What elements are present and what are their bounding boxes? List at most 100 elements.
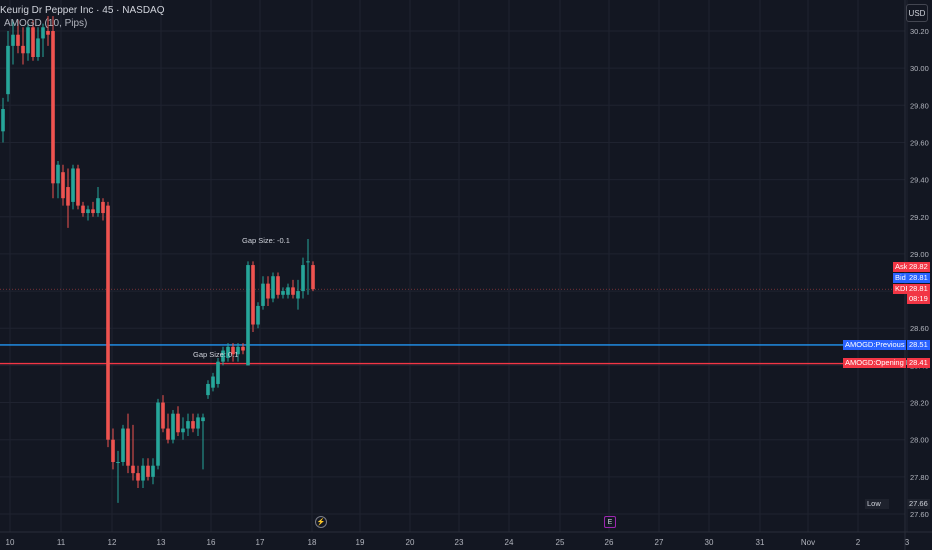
y-tick-label: 27.80 [910,473,929,482]
candle-body [266,283,270,299]
candle-body [86,209,90,214]
candle-body [231,346,235,355]
x-tick-label: 18 [308,538,317,547]
y-tick-label: 28.60 [910,324,929,333]
bid-value: 28.81 [907,273,930,283]
x-tick-label: 27 [655,538,664,547]
candle-body [251,265,255,325]
candle-body [26,27,30,54]
x-tick-label: 17 [256,538,265,547]
last-value: 28.81 [907,284,930,294]
x-tick-label: 20 [406,538,415,547]
x-tick-label: 25 [556,538,565,547]
y-tick-label: 29.60 [910,138,929,147]
bid-label: Bid [893,273,908,283]
candle-body [306,261,310,263]
prev-close-value: 28.51 [907,340,930,350]
candle-body [116,461,120,463]
y-tick-label: 27.60 [910,510,929,519]
candle-body [36,38,40,58]
y-tick-label: 28.20 [910,399,929,408]
gap-label-1: Gap Size: -0.1 [242,236,290,245]
y-tick-label: 28.00 [910,436,929,445]
low-label: Low [865,499,889,509]
x-tick-label: 24 [505,538,514,547]
candle-body [31,27,35,58]
x-tick-label: 3 [905,538,910,547]
candle-body [6,45,10,95]
candle-body [21,45,25,54]
open-price-label: AMOGD:Opening Price [843,358,923,368]
candle-body [51,31,55,184]
candle-body [81,205,85,214]
candle-body [56,164,60,184]
x-tick-label: 13 [157,538,166,547]
candle-body [256,305,260,325]
y-tick-label: 29.40 [910,176,929,185]
lightning-icon[interactable]: ⚡ [315,516,327,528]
candle-body [156,402,160,466]
candle-body [161,402,165,429]
candle-body [281,291,285,295]
x-tick-label: 30 [705,538,714,547]
indicator-label[interactable]: AMOGD (10, Pips) [4,18,88,29]
x-tick-label: 26 [605,538,614,547]
ask-value: 28.82 [907,262,930,272]
candle-body [91,209,95,214]
x-tick-label: 12 [108,538,117,547]
candle-body [286,287,290,295]
candle-body [226,346,230,358]
prev-close-label: AMOGD:Previous Close [843,340,926,350]
candle-body [111,439,115,462]
candle-body [276,276,280,295]
candle-body [76,168,80,206]
candle-body [121,428,125,462]
legend: Keurig Dr Pepper Inc · 45 · NASDAQ AMOGD… [0,4,165,30]
x-tick-label: 31 [756,538,765,547]
candle-body [261,283,265,306]
candle-body [146,465,150,477]
candle-body [151,465,155,477]
candle-body [191,421,195,429]
candle-body [216,361,220,384]
gap-label-2: Gap Size: 0.1 [193,350,239,359]
x-tick-label: 16 [207,538,216,547]
x-tick-label: 23 [455,538,464,547]
candle-body [136,473,140,481]
y-tick-label: 29.00 [910,250,929,259]
candle-body [141,465,145,481]
currency-button[interactable]: USD [906,4,928,22]
open-price-value: 28.41 [907,358,930,368]
candle-body [126,428,130,466]
candle-body [131,465,135,474]
candle-body [196,417,200,429]
candle-body [171,413,175,440]
low-value: 27.66 [907,499,930,509]
y-tick-label: 30.20 [910,27,929,36]
candle-body [301,265,305,292]
ask-label: Ask [893,262,910,272]
candle-body [236,346,240,355]
y-tick-label: 29.20 [910,213,929,222]
symbol-title[interactable]: Keurig Dr Pepper Inc · 45 · NASDAQ [0,5,165,16]
x-tick-label: 11 [57,538,66,547]
candle-body [181,428,185,433]
candle-body [176,413,180,433]
candle-body [96,198,100,214]
candle-body [16,34,20,46]
earnings-icon[interactable]: E [604,516,616,528]
candle-body [201,417,205,422]
x-tick-label: 2 [856,538,861,547]
candle-body [46,31,50,35]
candle-body [241,346,245,351]
candle-body [11,34,15,46]
candle-body [66,187,70,206]
candle-body [106,205,110,440]
x-tick-label: 10 [6,538,15,547]
candle-body [166,428,170,440]
y-tick-label: 29.80 [910,101,929,110]
candle-body [71,168,75,202]
countdown-value: 08:19 [907,294,930,304]
